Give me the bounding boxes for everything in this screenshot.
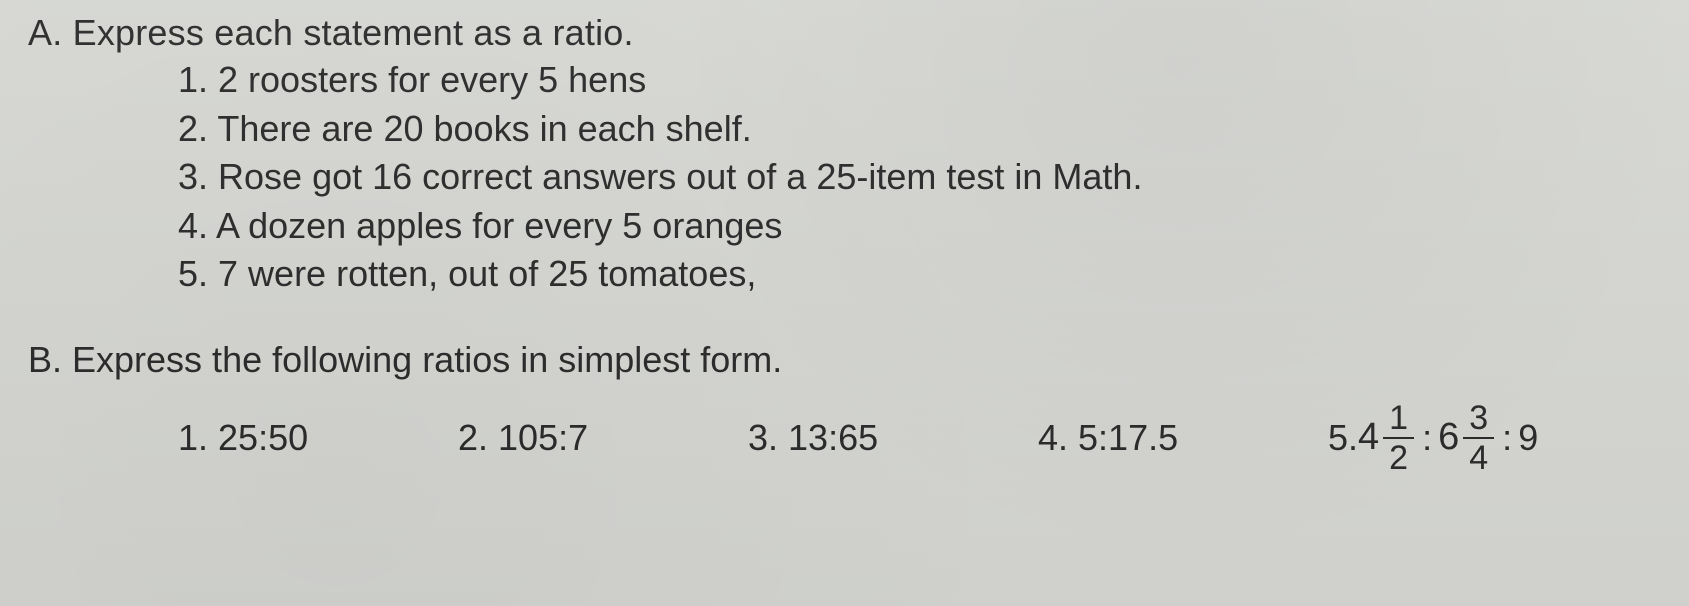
mixed1-whole: 4 xyxy=(1358,416,1379,459)
list-item: 2. There are 20 books in each shelf. xyxy=(178,105,1661,154)
list-item: 5. 7 were rotten, out of 25 tomatoes, xyxy=(178,250,1661,299)
section-a-header: A. Express each statement as a ratio. xyxy=(28,12,1661,54)
mixed1-num: 1 xyxy=(1383,401,1414,439)
mixed2-fraction: 3 4 xyxy=(1463,401,1494,475)
ratio-separator-2: : xyxy=(1502,417,1512,459)
item5-prefix: 5. xyxy=(1328,417,1358,459)
ratio-item-2: 2. 105:7 xyxy=(458,417,748,459)
mixed1-den: 2 xyxy=(1383,439,1414,475)
mixed2-den: 4 xyxy=(1463,439,1494,475)
ratio-item-3: 3. 13:65 xyxy=(748,417,1038,459)
ratio-item-1: 1. 25:50 xyxy=(178,417,458,459)
section-b-header: B. Express the following ratios in simpl… xyxy=(28,339,1661,381)
ratio-item-5: 5. 4 1 2 : 6 3 4 : 9 xyxy=(1328,401,1538,475)
section-a-list: 1. 2 roosters for every 5 hens 2. There … xyxy=(178,56,1661,299)
mixed-number-1: 4 1 2 xyxy=(1358,401,1416,475)
item5-tail: 9 xyxy=(1518,417,1538,459)
ratio-separator-1: : xyxy=(1422,417,1432,459)
list-item: 1. 2 roosters for every 5 hens xyxy=(178,56,1661,105)
section-b-row: 1. 25:50 2. 105:7 3. 13:65 4. 5:17.5 5. … xyxy=(178,401,1661,475)
list-item: 4. A dozen apples for every 5 oranges xyxy=(178,202,1661,251)
mixed2-whole: 6 xyxy=(1438,416,1459,459)
ratio-item-4: 4. 5:17.5 xyxy=(1038,417,1328,459)
list-item: 3. Rose got 16 correct answers out of a … xyxy=(178,153,1661,202)
mixed1-fraction: 1 2 xyxy=(1383,401,1414,475)
mixed-number-2: 6 3 4 xyxy=(1438,401,1496,475)
mixed2-num: 3 xyxy=(1463,401,1494,439)
